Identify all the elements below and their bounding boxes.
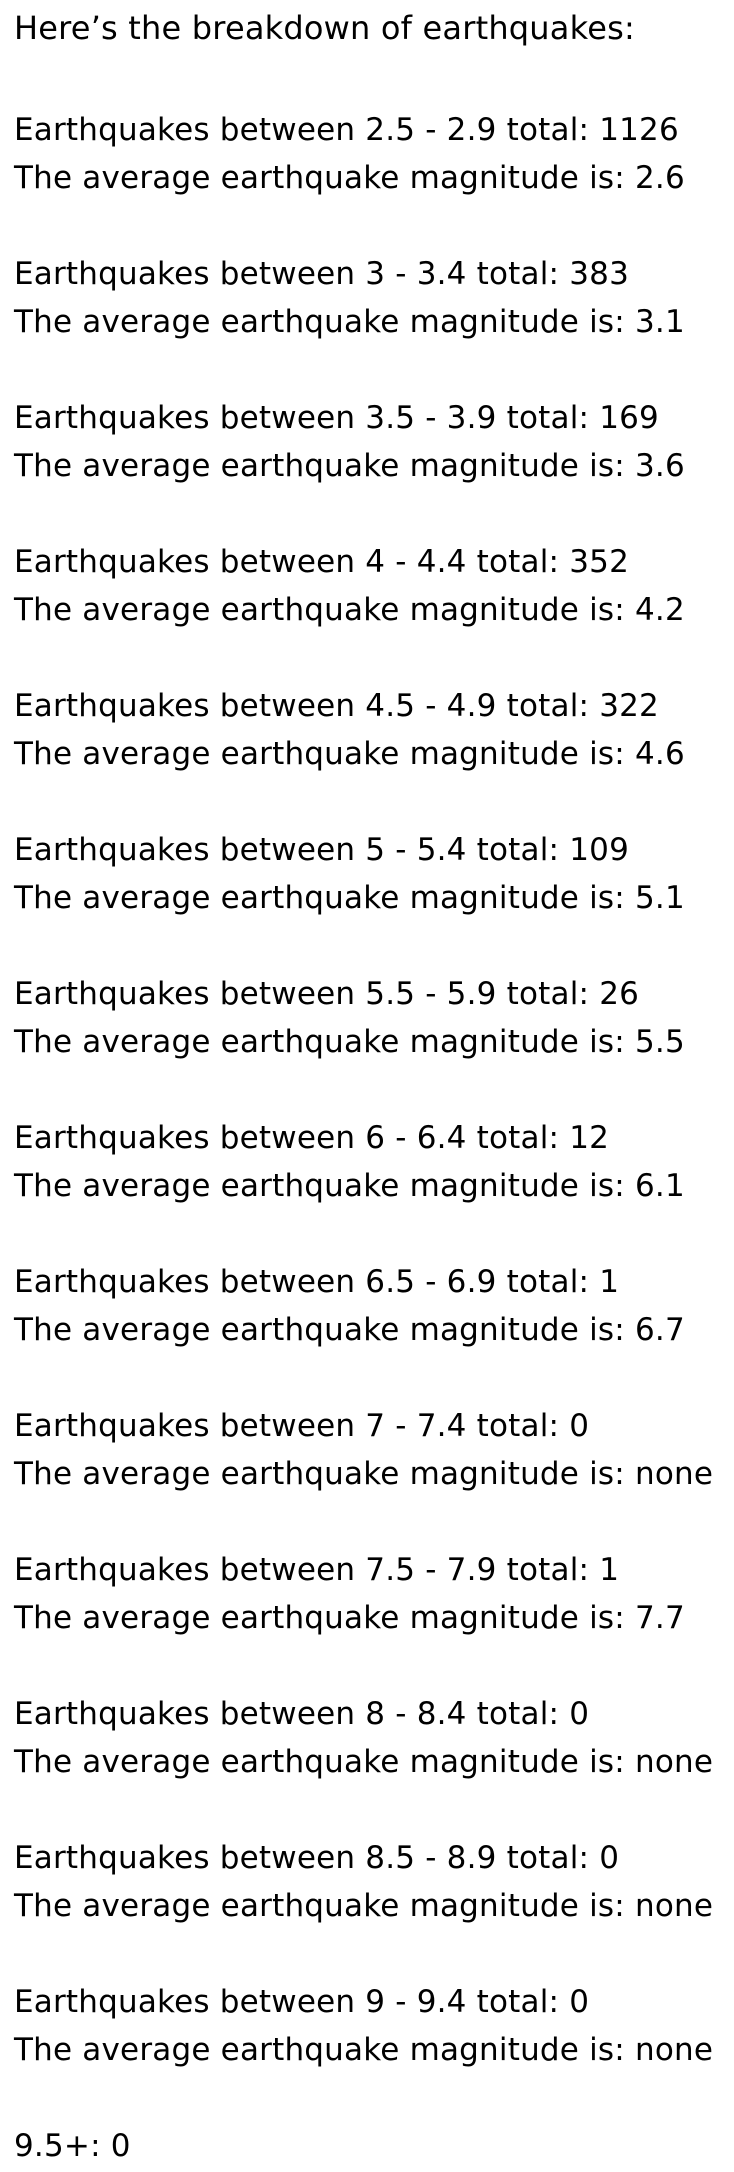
range-total-line: Earthquakes between 4.5 - 4.9 total: 322 [14, 688, 659, 724]
range-total-line: Earthquakes between 7 - 7.4 total: 0 [14, 1408, 590, 1444]
range-total-line: Earthquakes between 6.5 - 6.9 total: 1 [14, 1264, 620, 1300]
range-average-line: The average earthquake magnitude is: 4.6 [14, 736, 685, 772]
range-total-line: Earthquakes between 2.5 - 2.9 total: 112… [14, 112, 679, 148]
range-total-line: Earthquakes between 4 - 4.4 total: 352 [14, 544, 630, 580]
range-total-line: Earthquakes between 3.5 - 3.9 total: 169 [14, 400, 659, 436]
range-total-line: Earthquakes between 7.5 - 7.9 total: 1 [14, 1552, 620, 1588]
range-total-line: Earthquakes between 8.5 - 8.9 total: 0 [14, 1840, 620, 1876]
range-average-line: The average earthquake magnitude is: non… [14, 1888, 714, 1924]
range-total-line: Earthquakes between 9 - 9.4 total: 0 [14, 1984, 590, 2020]
page-heading: Here’s the breakdown of earthquakes: [14, 9, 635, 47]
range-average-line: The average earthquake magnitude is: 7.7 [14, 1600, 685, 1636]
range-average-line: The average earthquake magnitude is: non… [14, 2032, 714, 2068]
range-average-line: The average earthquake magnitude is: 4.2 [14, 592, 685, 628]
footer-total-line: 9.5+: 0 [14, 2128, 131, 2164]
range-total-line: Earthquakes between 8 - 8.4 total: 0 [14, 1696, 590, 1732]
range-average-line: The average earthquake magnitude is: 5.1 [14, 880, 685, 916]
range-average-line: The average earthquake magnitude is: non… [14, 1456, 714, 1492]
range-total-line: Earthquakes between 5.5 - 5.9 total: 26 [14, 976, 640, 1012]
range-total-line: Earthquakes between 6 - 6.4 total: 12 [14, 1120, 610, 1156]
range-average-line: The average earthquake magnitude is: 5.5 [14, 1024, 685, 1060]
range-average-line: The average earthquake magnitude is: 6.7 [14, 1312, 685, 1348]
range-average-line: The average earthquake magnitude is: non… [14, 1744, 714, 1780]
range-average-line: The average earthquake magnitude is: 6.1 [14, 1168, 685, 1204]
range-average-line: The average earthquake magnitude is: 3.6 [14, 448, 685, 484]
range-average-line: The average earthquake magnitude is: 2.6 [14, 160, 685, 196]
range-total-line: Earthquakes between 3 - 3.4 total: 383 [14, 256, 630, 292]
range-average-line: The average earthquake magnitude is: 3.1 [14, 304, 685, 340]
range-total-line: Earthquakes between 5 - 5.4 total: 109 [14, 832, 630, 868]
